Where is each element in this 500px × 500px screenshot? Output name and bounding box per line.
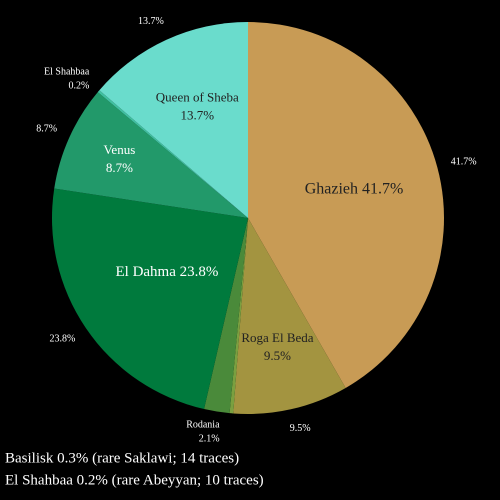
outside-name: El Shahbaa [44,67,90,78]
pie-slice [52,188,249,410]
pie-slice [233,218,346,414]
pie-slice [54,92,248,218]
outside-label: 2.1% [199,434,220,445]
slice-value: 9.5% [264,348,291,363]
slice-name: Roga El Beda [241,330,313,345]
pie-slice [99,22,249,218]
pie-slice [97,90,249,218]
slice-value: 41.7% [362,180,403,197]
slice-label: Ghazieh 41.7% [305,180,404,197]
footnote: El Shahbaa 0.2% (rare Abeyyan; 10 traces… [5,472,264,488]
pie-slice [248,22,445,388]
slice-name: Venus [103,142,135,157]
outside-label: 8.7% [36,123,57,134]
footnote: Basilisk 0.3% (rare Saklawi; 14 traces) [5,450,239,466]
outside-label: 41.7% [451,157,477,168]
slice-name: El Dahma [115,265,176,281]
outside-label: 23.8% [50,334,76,345]
slice-value: 23.8% [180,265,219,281]
slice-value: 13.7% [181,108,215,123]
slice-name: Ghazieh [305,180,358,197]
pie-slice [204,218,248,414]
slice-label: El Dahma 23.8% [115,265,218,281]
outside-label: 9.5% [290,423,311,434]
outside-label: 13.7% [138,16,164,27]
slice-name: Queen of Sheba [156,90,239,105]
outside-name: Rodania [186,420,220,431]
outside-label: 0.2% [68,81,89,92]
pie-slice [229,218,248,414]
slice-value: 8.7% [106,160,133,175]
